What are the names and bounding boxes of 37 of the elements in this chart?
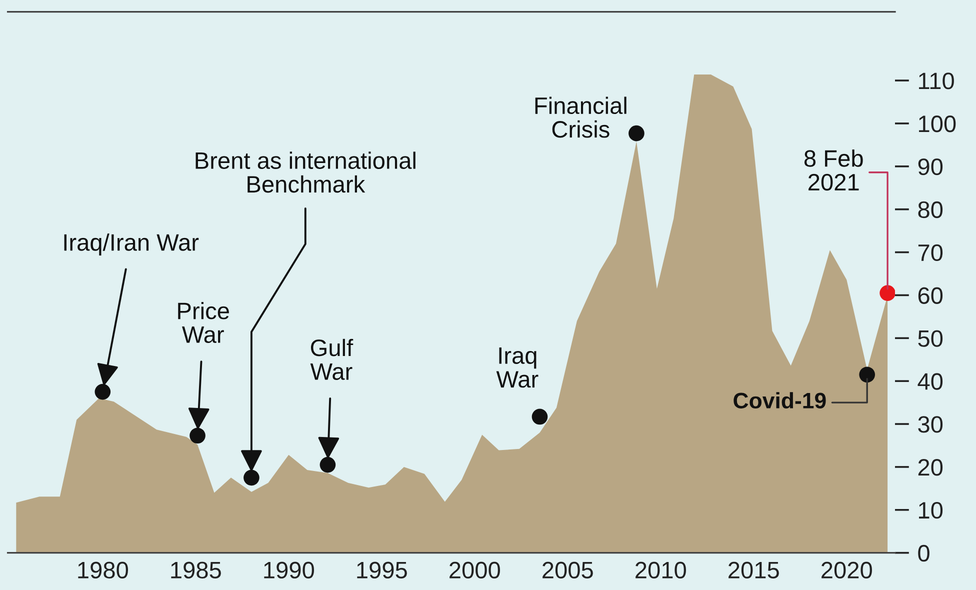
y-tick-label: 110 bbox=[919, 72, 954, 90]
point bbox=[320, 456, 336, 473]
annotation: Financial Crisis bbox=[535, 96, 626, 138]
y-tick-label: 40 bbox=[918, 373, 943, 390]
y-tick-label: 60 bbox=[918, 287, 943, 304]
annotation: Iraq/Iran War bbox=[64, 234, 199, 256]
annotation: Iraq War bbox=[496, 347, 538, 388]
x-tick-label: 1990 bbox=[264, 562, 314, 579]
annotation: Gulf War bbox=[310, 338, 354, 380]
x-tick-label: 1980 bbox=[78, 562, 128, 579]
x-tick-label: 2015 bbox=[728, 562, 779, 579]
x-tick-label: 2000 bbox=[450, 562, 500, 579]
x-tick-label: 2020 bbox=[822, 562, 872, 579]
x-tick-label: 2010 bbox=[636, 562, 686, 579]
annotation: 8 Feb 2021 bbox=[804, 150, 863, 191]
y-tick-label: 80 bbox=[918, 201, 943, 218]
annotation: Brent as international Benchmark bbox=[196, 152, 416, 193]
x-tick-label: 2005 bbox=[542, 562, 593, 579]
point bbox=[628, 125, 644, 142]
point bbox=[880, 285, 895, 301]
y-tick-label: 20 bbox=[918, 459, 943, 476]
y-tick-label: 0 bbox=[918, 544, 930, 562]
y-tick-label: 90 bbox=[918, 158, 943, 176]
annotation: Covid-19 bbox=[734, 392, 826, 409]
y-tick-label: 30 bbox=[918, 416, 943, 433]
point bbox=[532, 408, 548, 425]
x-tick-label: 1985 bbox=[171, 562, 221, 579]
y-tick-label: 100 bbox=[919, 116, 956, 132]
annotation: Price War bbox=[178, 302, 229, 344]
point bbox=[94, 384, 111, 400]
y-tick-label: 10 bbox=[919, 502, 943, 519]
y-tick-label: 50 bbox=[918, 330, 943, 347]
point bbox=[190, 428, 206, 444]
y-tick-label: 70 bbox=[918, 244, 943, 262]
x-tick-label: 1995 bbox=[357, 562, 407, 579]
point bbox=[859, 366, 876, 383]
point bbox=[244, 470, 260, 486]
